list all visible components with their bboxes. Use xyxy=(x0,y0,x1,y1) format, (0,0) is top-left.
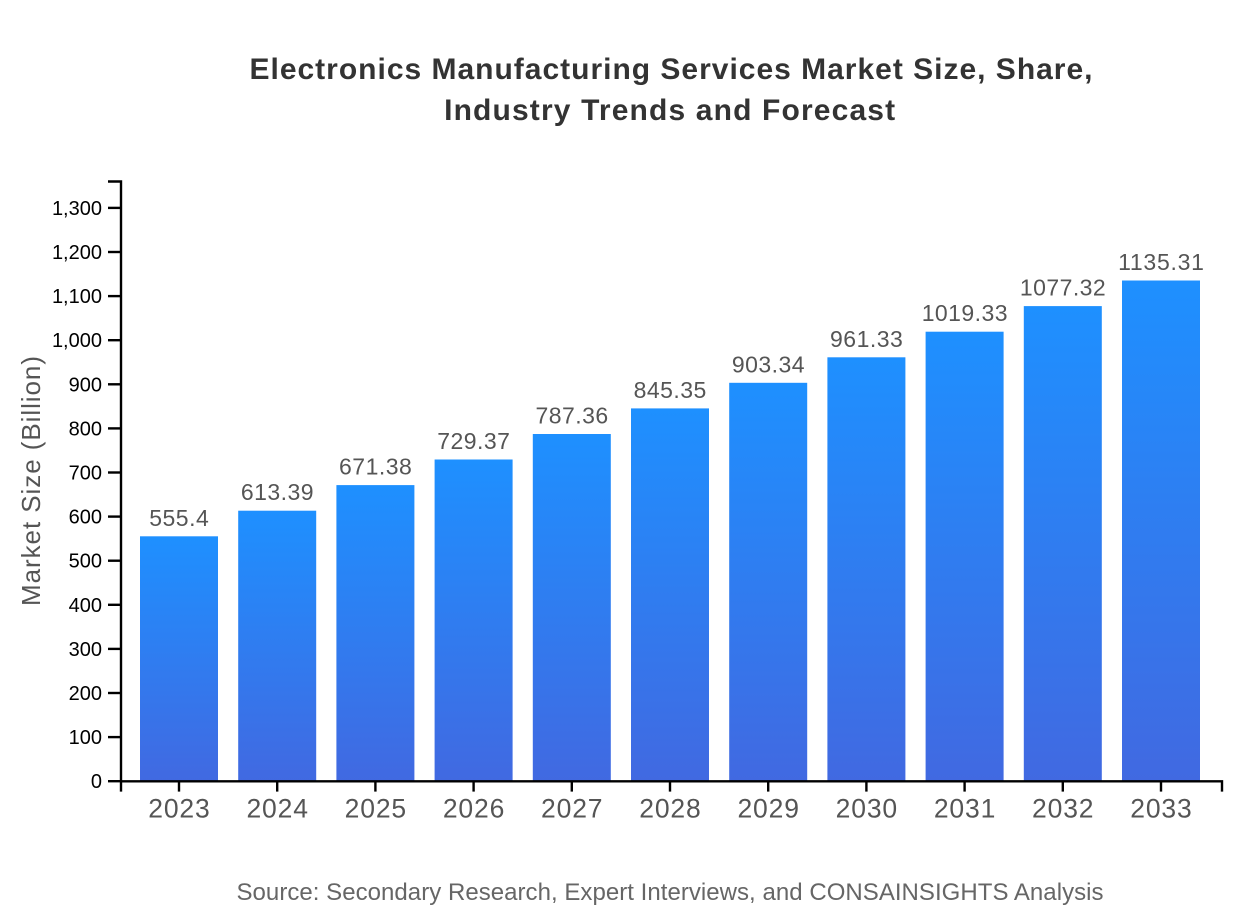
svg-text:613.39: 613.39 xyxy=(241,479,314,505)
svg-text:400: 400 xyxy=(69,595,102,617)
svg-text:2033: 2033 xyxy=(1130,794,1192,824)
svg-text:2029: 2029 xyxy=(737,794,799,824)
svg-text:555.4: 555.4 xyxy=(149,505,209,531)
svg-text:2031: 2031 xyxy=(934,794,996,824)
svg-text:Market Size (Billion): Market Size (Billion) xyxy=(16,356,46,606)
svg-text:600: 600 xyxy=(69,507,102,529)
svg-text:800: 800 xyxy=(69,418,102,440)
svg-text:100: 100 xyxy=(69,727,102,749)
svg-text:2024: 2024 xyxy=(246,794,308,824)
svg-text:729.37: 729.37 xyxy=(437,428,510,454)
svg-text:1,100: 1,100 xyxy=(52,286,102,308)
svg-text:500: 500 xyxy=(69,551,102,573)
svg-text:1,300: 1,300 xyxy=(52,198,102,220)
svg-text:700: 700 xyxy=(69,463,102,485)
svg-text:200: 200 xyxy=(69,683,102,705)
svg-text:0: 0 xyxy=(91,771,102,793)
svg-text:2023: 2023 xyxy=(148,794,210,824)
svg-text:961.33: 961.33 xyxy=(830,326,903,352)
svg-text:300: 300 xyxy=(69,639,102,661)
svg-text:1,000: 1,000 xyxy=(52,330,102,352)
svg-text:2025: 2025 xyxy=(345,794,407,824)
svg-text:2030: 2030 xyxy=(836,794,898,824)
svg-text:1019.33: 1019.33 xyxy=(922,300,1008,326)
svg-text:787.36: 787.36 xyxy=(535,403,608,429)
svg-text:900: 900 xyxy=(69,374,102,396)
svg-text:Industry Trends and Forecast: Industry Trends and Forecast xyxy=(444,94,895,127)
svg-text:1077.32: 1077.32 xyxy=(1020,275,1106,301)
svg-text:2027: 2027 xyxy=(541,794,603,824)
svg-text:845.35: 845.35 xyxy=(634,377,707,403)
svg-text:1135.31: 1135.31 xyxy=(1118,249,1204,275)
svg-text:Source: Secondary Research, Ex: Source: Secondary Research, Expert Inter… xyxy=(237,879,1104,906)
svg-text:671.38: 671.38 xyxy=(339,454,412,480)
svg-text:2032: 2032 xyxy=(1032,794,1094,824)
svg-text:903.34: 903.34 xyxy=(732,351,805,377)
svg-text:1,200: 1,200 xyxy=(52,242,102,264)
svg-text:2028: 2028 xyxy=(639,794,701,824)
svg-text:2026: 2026 xyxy=(443,794,504,824)
svg-text:Electronics Manufacturing Serv: Electronics Manufacturing Services Marke… xyxy=(250,53,1093,86)
